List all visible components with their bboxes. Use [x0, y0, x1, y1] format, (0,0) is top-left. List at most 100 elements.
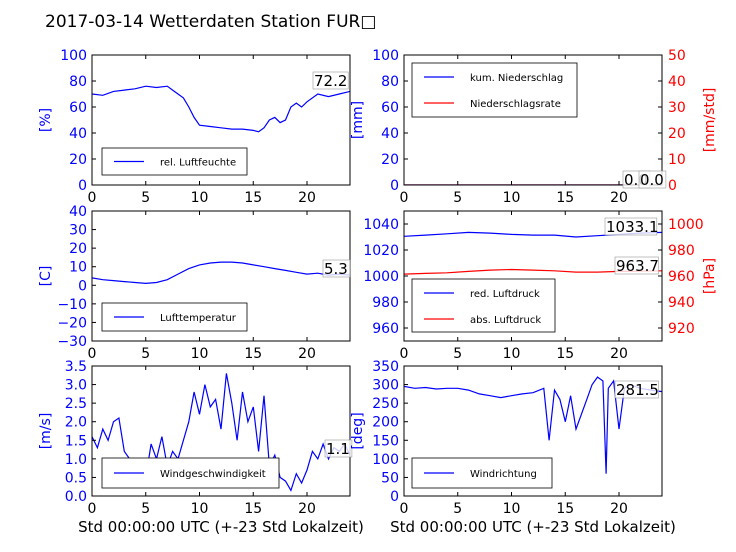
windspeed-annotation-box [324, 439, 353, 458]
precipitation-y-right-tick-label: 0 [668, 178, 677, 194]
precipitation-y-right-axis-label: [mm/std] [702, 88, 718, 153]
winddirection-x-tick-label: 5 [453, 501, 462, 517]
precipitation-y-tick-label: 40 [381, 126, 399, 142]
winddirection-x-tick-label: 10 [503, 501, 521, 517]
humidity-series-0-line [92, 85, 350, 133]
humidity-y-tick-label: 20 [69, 152, 87, 168]
pressure-legend-label: red. Luftdruck [470, 289, 540, 300]
humidity-legend-label: rel. Luftfeuchte [160, 158, 236, 169]
winddirection-axes-frame [403, 365, 663, 497]
pressure-y-tick-label: 960 [372, 321, 399, 337]
humidity-x-tick-label: 10 [191, 190, 209, 206]
pressure-y-tick-label: 1020 [363, 243, 399, 259]
pressure-legend-label: abs. Luftdruck [470, 315, 541, 326]
humidity-annotation-value: 72.2 [314, 72, 347, 90]
winddirection-x-tick-label: 15 [556, 501, 574, 517]
precipitation-x-tick-label: 0 [400, 190, 409, 206]
precipitation-y-tick-label: 80 [381, 74, 399, 90]
pressure-legend-box [411, 278, 556, 333]
windspeed-y-tick-label: 2.0 [65, 415, 87, 431]
winddirection-y-axis-label: [deg] [350, 412, 366, 449]
precipitation-y-right-tick-label: 10 [668, 152, 686, 168]
pressure-y-right-tick-label: 980 [668, 243, 695, 259]
windspeed-annotation-value: 1.1 [326, 440, 350, 458]
winddirection-series-0-line [404, 376, 662, 474]
pressure-annotation-value: 1033.1 [606, 218, 659, 236]
winddirection-y-tick-label: 200 [372, 415, 399, 431]
precipitation-x-tick-label: 15 [556, 190, 574, 206]
temperature-annotation-value: 5.3 [324, 260, 348, 278]
winddirection-y-tick-label: 0 [390, 489, 399, 505]
precipitation-x-tick-label: 5 [453, 190, 462, 206]
precipitation-y-tick-label: 100 [372, 48, 399, 64]
windspeed-y-tick-label: 0.5 [65, 470, 87, 486]
temperature-x-tick-label: 5 [141, 346, 150, 362]
winddirection-x-tick-label: 20 [610, 501, 628, 517]
windspeed-x-tick-label: 20 [298, 501, 316, 517]
panel-temperature: 0 5 10 15 20 −30 −20 −10 0 10 20 30 40 [C] Lufttempera… [38, 204, 351, 362]
figure-title: 2017-03-14 Wetterdaten Station FUR□ [45, 12, 376, 32]
humidity-y-axis-label: [%] [38, 108, 54, 132]
windspeed-axes-frame [91, 365, 351, 497]
precipitation-x-tick-label: 10 [503, 190, 521, 206]
winddirection-y-tick-label: 100 [372, 452, 399, 468]
temperature-y-tick-label: 30 [69, 223, 87, 239]
windspeed-legend-label: Windgeschwindigkeit [160, 469, 266, 480]
precipitation-y-axis-label: [mm] [350, 101, 366, 139]
pressure-y-tick-label: 980 [372, 295, 399, 311]
windspeed-y-tick-label: 2.5 [65, 396, 87, 412]
temperature-y-tick-label: 20 [69, 241, 87, 257]
humidity-y-tick-label: 40 [69, 126, 87, 142]
winddirection-annotation-value: 281.5 [616, 381, 659, 399]
temperature-x-tick-label: 10 [191, 346, 209, 362]
temperature-y-tick-label: 0 [78, 278, 87, 294]
precipitation-y-right-tick-label: 20 [668, 126, 686, 142]
winddirection-legend-label: Windrichtung [470, 469, 537, 480]
precipitation-annotation-value: 0.0 [640, 171, 664, 189]
pressure-x-tick-label: 0 [400, 346, 409, 362]
temperature-legend-label: Lufttemperatur [160, 313, 237, 324]
panel-windspeed: 0 5 10 15 20 0.0 0.5 1.0 1.5 2.0 2.5 3.0 3.5 [m/s] Win… [38, 359, 353, 517]
temperature-y-axis-label: [C] [38, 266, 54, 287]
precipitation-y-tick-label: 0 [390, 178, 399, 194]
temperature-y-tick-label: −20 [57, 315, 87, 331]
precipitation-y-right-tick-label: 50 [668, 48, 686, 64]
pressure-y-tick-label: 1040 [363, 217, 399, 233]
humidity-y-tick-label: 100 [60, 48, 87, 64]
precipitation-y-tick-label: 20 [381, 152, 399, 168]
temperature-annotation-box [322, 259, 351, 278]
temperature-x-tick-label: 20 [298, 346, 316, 362]
winddirection-y-tick-label: 150 [372, 433, 399, 449]
precipitation-annotation-box [638, 170, 667, 189]
temperature-y-tick-label: −30 [57, 334, 87, 350]
temperature-x-tick-label: 0 [88, 346, 97, 362]
windspeed-x-tick-label: 5 [141, 501, 150, 517]
humidity-x-tick-label: 15 [244, 190, 262, 206]
temperature-y-tick-label: 40 [69, 204, 87, 220]
panel-precipitation: 0 5 10 15 20 0 20 40 60 80 100 0 10 20 30 40 50 [mm] [mm/s… [350, 48, 718, 206]
winddirection-x-tick-label: 0 [400, 501, 409, 517]
precipitation-axes-frame [403, 54, 663, 186]
winddirection-y-tick-label: 50 [381, 470, 399, 486]
pressure-y-tick-label: 1000 [363, 269, 399, 285]
pressure-y-right-tick-label: 1000 [668, 217, 704, 233]
windspeed-y-tick-label: 3.5 [65, 359, 87, 375]
humidity-axes-frame [91, 54, 351, 186]
precipitation-x-tick-label: 20 [610, 190, 628, 206]
humidity-x-tick-label: 5 [141, 190, 150, 206]
x-axis-label-right: Std 00:00:00 UTC (+-23 Std Lokalzeit) [390, 518, 676, 536]
windspeed-y-tick-label: 1.0 [65, 452, 87, 468]
precipitation-y-right-tick-label: 30 [668, 100, 686, 116]
panel-pressure: 0 5 10 15 20 960 980 1000 1020 1040 920 940 960 980 10… [363, 210, 718, 362]
panel-winddirection: 0 5 10 15 20050100150200250300350[deg]Windri… [350, 359, 663, 517]
pressure-y-right-tick-label: 920 [668, 321, 695, 337]
windspeed-x-tick-label: 10 [191, 501, 209, 517]
pressure-annotation-box [614, 256, 659, 275]
windspeed-x-tick-label: 0 [88, 501, 97, 517]
temperature-y-tick-label: −10 [57, 297, 87, 313]
windspeed-y-axis-label: [m/s] [38, 413, 54, 450]
precipitation-legend-label: Niederschlagsrate [470, 99, 561, 110]
temperature-series-0-line [92, 261, 350, 285]
winddirection-y-tick-label: 300 [372, 378, 399, 394]
